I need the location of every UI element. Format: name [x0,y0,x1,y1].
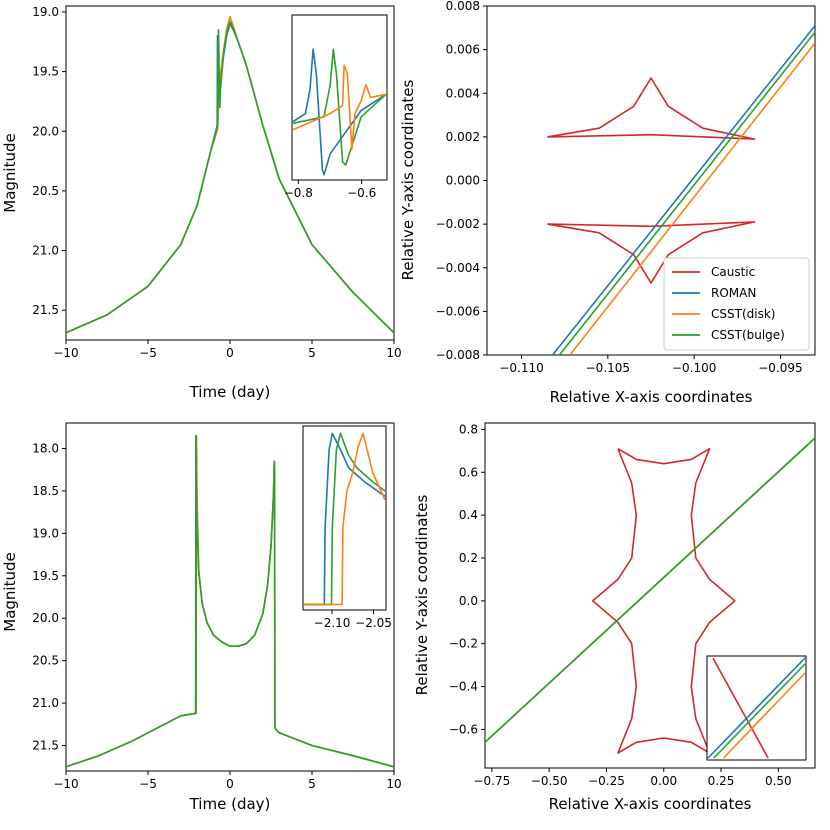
inset-x-tick-label: −2.10 [314,616,351,630]
legend-label-roman: ROMAN [711,286,756,300]
y-tick-label: −0.6 [449,722,478,736]
panel-b-legend: Caustic ROMAN CSST(disk) CSST(bulge) [663,257,810,351]
x-tick-label: 10 [386,777,401,791]
y-tick-label: −0.006 [436,304,480,318]
x-tick-label: −5 [139,777,157,791]
panel-c: −10 −5 0 5 10 18.0 18.5 19.0 19.5 20.0 20.5 21.0 21.… [1,422,402,813]
y-tick-label: −0.002 [436,217,480,231]
panel-d-frame [484,422,816,769]
panel-c-xlabel: Time (day) [189,795,271,813]
y-tick-label: −0.4 [449,680,478,694]
inset-series-csst_disk [292,64,387,150]
inset-series-csst_disk [304,432,386,606]
y-tick-label: 0.000 [446,174,480,188]
y-tick-label: 0.2 [459,551,478,565]
panel-a-xlabel: Time (day) [189,383,271,401]
x-tick-label: −0.75 [473,774,510,788]
x-tick-label: −0.105 [586,361,630,375]
y-tick-label: 20.5 [32,184,59,198]
y-tick-label: −0.2 [449,637,478,651]
x-tick-label: −5 [139,346,157,360]
inset-caustic-curve [712,657,769,759]
y-tick-label: 21.5 [32,739,59,753]
x-tick-label: 0.00 [650,774,677,788]
y-tick-label: 19.5 [32,65,59,79]
inset-series-roman [707,657,806,759]
panel-a-ylabel: Magnitude [1,133,19,212]
inset-series-roman [292,48,387,176]
y-tick-label: 19.0 [32,526,59,540]
inset-series-csst_bulge [713,663,806,759]
caustic-curve [547,77,756,140]
y-tick-label: 18.0 [32,441,59,455]
inset-series-roman [304,432,386,606]
panel-d: −0.75 −0.50 −0.25 0.00 0.25 0.50 −0.6 −0.4 −0.2 0… [413,422,816,813]
y-tick-label: −0.008 [436,348,480,362]
y-tick-label: 20.0 [32,124,59,138]
series-csst-bulge [66,434,394,768]
y-tick-label: 19.0 [32,5,59,19]
x-tick-label: 0.25 [708,774,735,788]
x-tick-label: −0.25 [588,774,625,788]
y-tick-label: 21.5 [32,303,59,317]
y-tick-label: 0.002 [446,130,480,144]
y-tick-label: 0.0 [459,594,478,608]
legend-label-csst-bulge: CSST(bulge) [711,328,785,342]
y-tick-label: 21.0 [32,244,59,258]
panel-b-ylabel: Relative Y-axis coordinates [399,79,417,280]
y-tick-label: 20.5 [32,654,59,668]
y-tick-label: 19.5 [32,569,59,583]
inset-series-csst_bulge [292,48,387,166]
panel-a: −10 −5 0 5 10 19.0 19.5 20.0 20.5 21.0 21.5 −0.8 −0… [1,5,402,401]
inset-x-tick-label: −0.6 [347,186,376,200]
y-tick-label: 0.6 [459,465,478,479]
x-tick-label: 0 [226,777,234,791]
series-csst-bulge [485,437,815,743]
x-tick-label: 0 [226,346,234,360]
series-roman [551,25,815,355]
y-tick-label: 0.004 [446,86,480,100]
panel-b-xlabel: Relative X-axis coordinates [550,388,753,406]
inset-series-csst_bulge [304,432,386,606]
x-tick-label: 5 [308,777,316,791]
y-tick-label: 0.4 [459,508,478,522]
x-tick-label: 0.50 [765,774,792,788]
series-csst-bulge [66,20,394,334]
inset-x-tick-label: −2.05 [355,616,392,630]
x-tick-label: −10 [53,777,78,791]
x-tick-label: −0.50 [531,774,568,788]
series-csst-disk [569,42,815,355]
y-tick-label: 0.8 [459,422,478,436]
panel-c-ylabel: Magnitude [1,552,19,631]
x-tick-label: 5 [308,346,316,360]
y-tick-label: 21.0 [32,696,59,710]
y-tick-label: 0.006 [446,43,480,57]
y-tick-label: 20.0 [32,611,59,625]
y-tick-label: 0.008 [446,0,480,13]
caustic-curve [547,221,756,284]
panel-b: −0.110 −0.105 −0.100 −0.095 −0.008 −0.006 −0.0… [399,0,816,406]
inset-series-csst_disk [722,672,806,759]
legend-label-csst-disk: CSST(disk) [711,307,775,321]
legend-box [663,257,810,351]
y-tick-label: 18.5 [32,484,59,498]
panel-d-xlabel: Relative X-axis coordinates [549,795,752,813]
x-tick-label: −0.100 [672,361,716,375]
legend-label-caustic: Caustic [711,265,755,279]
x-tick-label: −0.110 [499,361,543,375]
x-tick-label: −10 [53,346,78,360]
y-tick-label: −0.004 [436,261,480,275]
series-csst-bulge [558,31,815,355]
inset-x-tick-label: −0.8 [284,186,313,200]
x-tick-label: −0.095 [758,361,802,375]
panel-d-ylabel: Relative Y-axis coordinates [413,494,431,695]
x-tick-label: 10 [386,346,401,360]
